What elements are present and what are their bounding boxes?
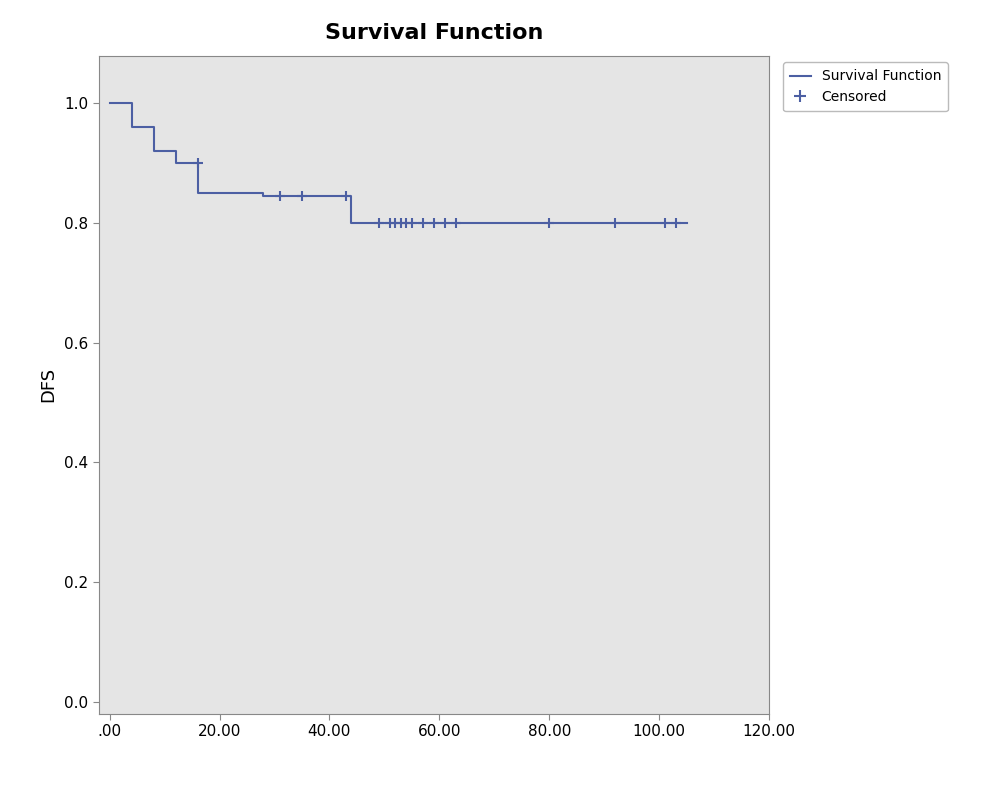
Y-axis label: DFS: DFS — [39, 367, 57, 402]
Legend: Survival Function, Censored: Survival Function, Censored — [783, 63, 949, 111]
Title: Survival Function: Survival Function — [324, 23, 543, 43]
